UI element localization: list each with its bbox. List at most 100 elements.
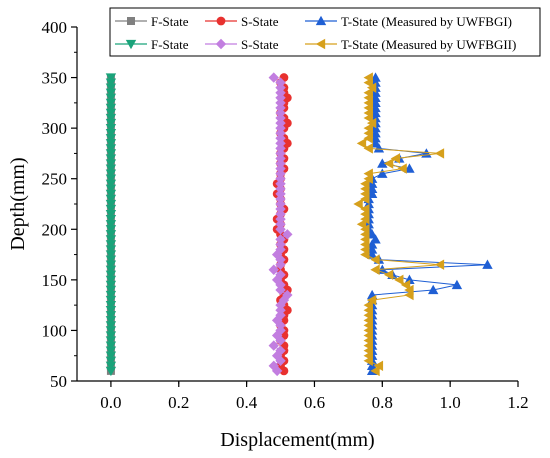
data-point xyxy=(105,285,117,296)
series-line xyxy=(368,77,488,371)
data-point xyxy=(105,129,117,139)
data-point xyxy=(268,72,279,83)
data-point xyxy=(105,123,117,134)
data-point xyxy=(451,279,463,290)
series-5 xyxy=(268,72,293,377)
legend-marker xyxy=(315,15,327,26)
data-point xyxy=(105,346,117,356)
y-tick-label: 200 xyxy=(42,220,68,239)
data-point xyxy=(366,82,377,93)
data-point xyxy=(366,183,378,193)
series-4 xyxy=(105,73,117,377)
data-point xyxy=(105,331,117,341)
data-point xyxy=(373,360,384,372)
y-tick-label: 250 xyxy=(42,170,68,189)
y-axis-title: Depth(mm) xyxy=(7,157,29,250)
data-point xyxy=(105,118,117,129)
data-point xyxy=(105,139,117,149)
x-tick-label: 0.0 xyxy=(100,393,121,412)
data-point xyxy=(370,365,380,377)
data-point xyxy=(434,259,445,270)
data-point xyxy=(366,244,378,254)
data-point xyxy=(370,72,381,82)
legend-entries: F-State S-State T-State (Measured by UWFBG… xyxy=(115,14,516,52)
data-point xyxy=(105,134,117,144)
data-point xyxy=(275,234,286,245)
data-point xyxy=(105,220,117,230)
data-point xyxy=(105,149,117,159)
legend-label: T-State (Measured by UWFBGI) xyxy=(341,14,512,29)
legend-label: F-State xyxy=(151,14,189,29)
data-point xyxy=(363,299,373,311)
data-point xyxy=(366,294,377,306)
data-point xyxy=(105,361,117,372)
data-point xyxy=(404,284,414,296)
data-point xyxy=(353,198,363,210)
x-tick-label: 0.2 xyxy=(168,393,189,412)
data-point xyxy=(356,219,367,230)
data-point xyxy=(105,103,117,114)
legend-entry: T-State (Measured by UWFBGI) xyxy=(305,14,512,29)
data-point xyxy=(404,163,415,173)
data-point xyxy=(373,143,385,153)
legend-marker xyxy=(125,39,137,50)
series-3 xyxy=(363,72,493,376)
data-point xyxy=(363,168,373,179)
data-point xyxy=(105,154,117,164)
data-point xyxy=(370,128,381,138)
data-point xyxy=(105,290,117,301)
data-point xyxy=(105,204,117,215)
data-point xyxy=(427,284,439,295)
y-tick-label: 100 xyxy=(42,321,68,340)
data-point xyxy=(282,229,293,240)
x-tick-label: 1.2 xyxy=(507,393,528,412)
data-point xyxy=(105,215,117,225)
x-tick-label: 0.4 xyxy=(236,393,258,412)
legend-marker xyxy=(127,17,135,25)
data-point xyxy=(370,234,381,244)
data-point xyxy=(105,98,117,109)
y-tick-label: 300 xyxy=(42,119,68,138)
data-point xyxy=(363,143,373,154)
data-point xyxy=(377,158,388,168)
data-point xyxy=(105,230,117,240)
data-point xyxy=(366,239,378,249)
data-point xyxy=(366,188,378,199)
data-point xyxy=(370,264,380,275)
data-point xyxy=(105,250,117,260)
data-point xyxy=(105,235,117,245)
data-point xyxy=(370,107,381,118)
data-point xyxy=(105,144,117,154)
data-point xyxy=(105,225,117,235)
data-point xyxy=(105,295,117,306)
data-point xyxy=(105,189,117,200)
data-point xyxy=(105,311,117,321)
data-point xyxy=(360,203,370,215)
data-point xyxy=(105,280,117,291)
legend-entry: S-State xyxy=(205,14,279,29)
data-point xyxy=(105,179,117,189)
legend-marker xyxy=(215,38,227,50)
data-point xyxy=(105,164,117,174)
data-point xyxy=(390,153,401,164)
data-point xyxy=(400,279,411,291)
y-tick-label: 50 xyxy=(50,372,67,391)
data-point xyxy=(105,169,117,179)
data-point xyxy=(105,275,117,286)
data-point xyxy=(105,83,117,93)
data-point xyxy=(105,356,117,366)
data-point xyxy=(105,174,117,184)
legend-marker xyxy=(315,38,326,50)
data-point xyxy=(360,224,370,235)
series-layer xyxy=(105,72,493,377)
data-point xyxy=(105,260,117,270)
data-point xyxy=(383,269,394,280)
data-point xyxy=(105,73,117,83)
x-tick-label: 0.8 xyxy=(372,393,393,412)
data-point xyxy=(482,259,493,269)
y-tick-label: 350 xyxy=(42,69,68,88)
y-tick-label: 400 xyxy=(42,18,68,37)
data-point xyxy=(370,102,381,113)
data-point xyxy=(105,78,117,88)
